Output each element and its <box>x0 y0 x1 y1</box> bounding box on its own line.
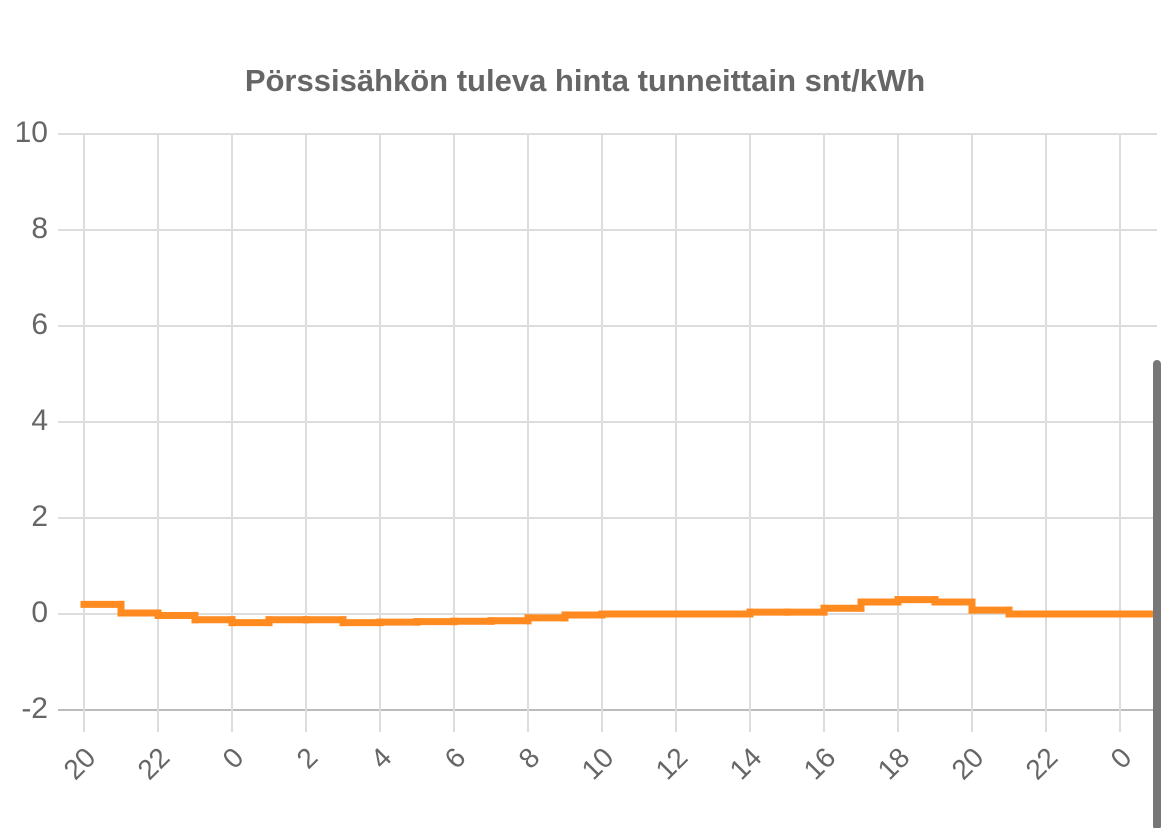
y-tick-label: 2 <box>31 500 48 533</box>
x-tick-label: 0 <box>1105 742 1138 775</box>
plot <box>80 596 1161 627</box>
y-tick-label: 0 <box>31 596 48 629</box>
x-tick-label: 8 <box>513 742 546 775</box>
chart-title: Pörssisähkön tuleva hinta tunneittain sn… <box>245 63 925 98</box>
scrollbar <box>1153 360 1161 828</box>
x-tick-label: 4 <box>365 742 398 775</box>
x-tick-label: 10 <box>576 742 620 786</box>
y-tick-label: -2 <box>21 692 48 725</box>
x-tick-label: 20 <box>58 742 102 786</box>
y-tick-label: 8 <box>31 212 48 245</box>
x-tick-label: 20 <box>946 742 990 786</box>
x-tick-label: 22 <box>1020 742 1064 786</box>
y-tick-label: 10 <box>15 116 48 149</box>
x-tick-label: 22 <box>132 742 176 786</box>
x-tick-label: 14 <box>724 742 768 786</box>
x-tick-label: 16 <box>798 742 842 786</box>
y-tick-label: 4 <box>31 404 48 437</box>
x-tick-label: 6 <box>439 742 472 775</box>
grid: -2 0 2 4 6 8 10 20 22 0 2 4 6 8 10 12 14 16 18 20 22 0 <box>15 116 1157 786</box>
x-tick-label: 18 <box>872 742 916 786</box>
x-tick-label: 12 <box>650 742 694 786</box>
x-tick-label: 0 <box>217 742 250 775</box>
x-tick-label: 2 <box>291 742 324 775</box>
y-tick-label: 6 <box>31 308 48 341</box>
